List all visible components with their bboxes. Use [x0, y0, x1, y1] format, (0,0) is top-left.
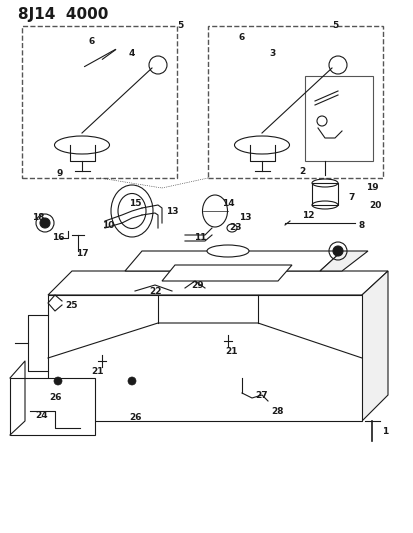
Polygon shape: [161, 265, 291, 281]
Text: 2: 2: [298, 166, 304, 175]
Text: 28: 28: [271, 407, 284, 416]
Text: 17: 17: [76, 248, 88, 257]
Circle shape: [54, 377, 62, 385]
Ellipse shape: [118, 193, 146, 229]
Polygon shape: [361, 271, 387, 421]
Ellipse shape: [202, 195, 227, 227]
Text: 12: 12: [301, 211, 313, 220]
Text: 29: 29: [191, 280, 204, 289]
Text: 22: 22: [148, 287, 161, 295]
Polygon shape: [319, 251, 367, 271]
Ellipse shape: [206, 245, 248, 257]
Ellipse shape: [111, 185, 153, 237]
Text: 13: 13: [165, 206, 178, 215]
Ellipse shape: [226, 224, 236, 232]
Circle shape: [332, 246, 342, 256]
Text: 9: 9: [57, 168, 63, 177]
Text: 21: 21: [92, 367, 104, 376]
Text: 5: 5: [331, 20, 337, 29]
Text: 18: 18: [32, 214, 44, 222]
Text: 14: 14: [221, 198, 234, 207]
Text: 16: 16: [52, 233, 64, 243]
Text: 1: 1: [381, 426, 387, 435]
Circle shape: [40, 218, 50, 228]
Text: 10: 10: [102, 221, 114, 230]
Text: 21: 21: [225, 346, 237, 356]
Text: 19: 19: [365, 183, 377, 192]
Text: 13: 13: [238, 214, 251, 222]
Text: 8: 8: [358, 221, 364, 230]
Polygon shape: [125, 251, 341, 271]
Text: 11: 11: [193, 233, 206, 243]
Text: 6: 6: [238, 34, 244, 43]
Text: 15: 15: [128, 198, 141, 207]
Text: 26: 26: [128, 414, 141, 423]
Text: 25: 25: [66, 301, 78, 310]
Polygon shape: [48, 271, 387, 295]
Polygon shape: [48, 295, 361, 421]
Circle shape: [128, 377, 136, 385]
Text: 6: 6: [89, 36, 95, 45]
Text: 23: 23: [228, 223, 241, 232]
Text: 27: 27: [255, 391, 268, 400]
Text: 20: 20: [368, 200, 380, 209]
Polygon shape: [10, 378, 95, 435]
Text: 24: 24: [36, 410, 48, 419]
Text: 7: 7: [348, 193, 354, 203]
Text: 26: 26: [49, 393, 61, 402]
Text: 5: 5: [176, 20, 183, 29]
Text: 3: 3: [268, 49, 275, 58]
Text: 4: 4: [128, 49, 135, 58]
Text: 8J14  4000: 8J14 4000: [18, 7, 108, 22]
